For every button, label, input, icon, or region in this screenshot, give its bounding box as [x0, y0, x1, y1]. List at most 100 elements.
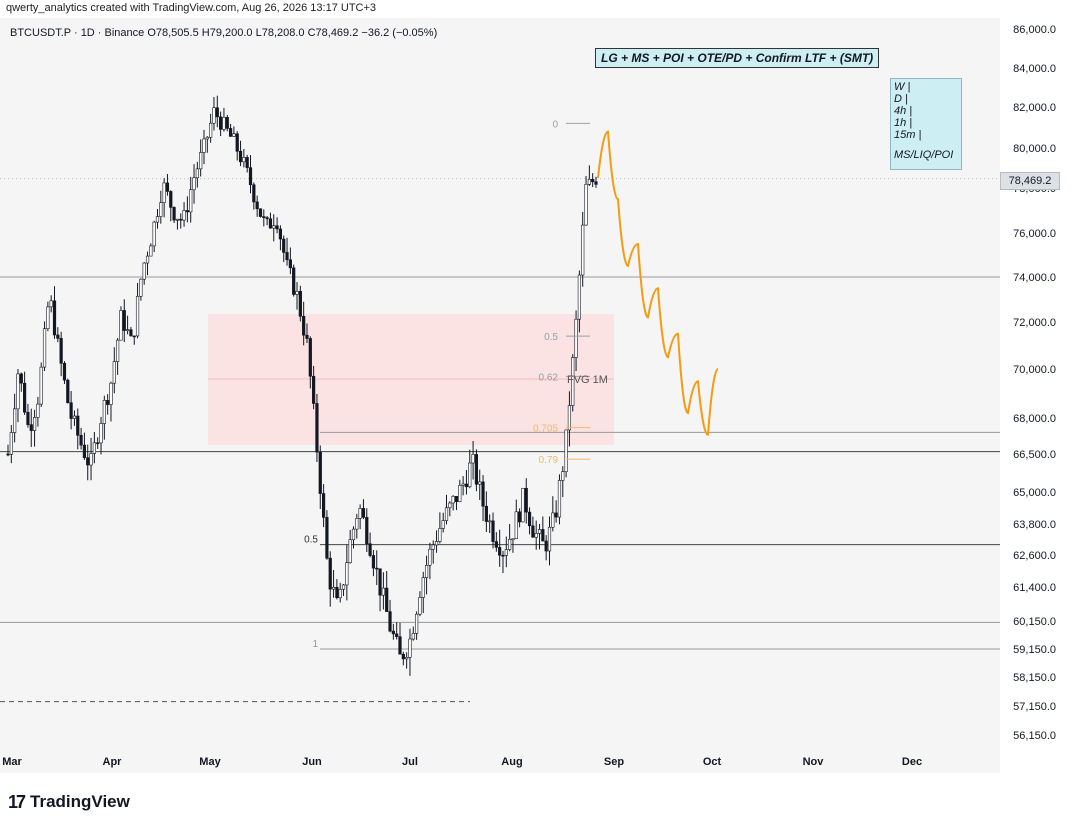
- x-tick-label: Apr: [103, 756, 123, 768]
- candle-body: [517, 511, 522, 523]
- candle-body: [46, 306, 50, 329]
- candle-body: [76, 415, 80, 436]
- candle-body: [235, 133, 239, 152]
- candle-body: [195, 168, 199, 179]
- candle-body: [182, 210, 186, 221]
- candle-body: [232, 133, 236, 137]
- candle-body: [395, 633, 399, 637]
- candle-body: [484, 505, 488, 522]
- candle-body: [238, 150, 243, 163]
- candle-body: [361, 508, 366, 518]
- candle-body: [415, 613, 419, 634]
- candle-body: [348, 539, 352, 563]
- candle-body: [312, 375, 316, 404]
- candle-body: [132, 335, 136, 338]
- candle-body: [527, 511, 532, 527]
- candle-body: [345, 562, 349, 586]
- candle-body: [531, 525, 535, 538]
- candle-body: [461, 483, 465, 486]
- y-tick-label: 65,000.0: [1013, 487, 1056, 499]
- candle-body: [159, 202, 163, 217]
- header-caption: qwerty_analytics created with TradingVie…: [6, 2, 377, 14]
- candle-body: [102, 400, 106, 424]
- candle-body: [541, 529, 545, 542]
- candle-body: [215, 107, 219, 118]
- candle-body: [358, 508, 362, 519]
- x-tick-label: Jun: [302, 756, 322, 768]
- tradingview-logo[interactable]: 17 TradingView: [8, 790, 130, 814]
- candle-body: [275, 225, 279, 230]
- y-tick-label: 74,000.0: [1013, 272, 1056, 284]
- candle-body: [245, 157, 249, 168]
- candle-body: [331, 586, 336, 590]
- candle-body: [66, 379, 70, 404]
- tf-1h: 1h |: [894, 117, 913, 129]
- candle-body: [39, 366, 43, 405]
- candle-body: [205, 136, 209, 140]
- candle-body: [189, 189, 193, 213]
- candle-body: [478, 481, 482, 485]
- fib-level-label: 0.79: [539, 455, 559, 466]
- candle-body: [451, 496, 455, 504]
- candle-body: [265, 217, 269, 220]
- x-tick-label: Nov: [803, 756, 825, 768]
- fib-layer: 0 0.5 0.62 0.705 0.79 0.5 1: [304, 119, 590, 650]
- strategy-title-box: LG + MS + POI + OTE/PD + Confirm LTF + (…: [595, 48, 880, 68]
- candle-body: [49, 300, 53, 308]
- candle-body: [308, 338, 312, 377]
- candle-body: [441, 520, 445, 529]
- candle-body: [165, 182, 170, 192]
- x-tick-label: Mar: [2, 756, 22, 768]
- candle-body: [514, 511, 518, 540]
- candle-body: [282, 238, 286, 253]
- y-tick-label: 66,500.0: [1013, 449, 1056, 461]
- candle-body: [328, 557, 332, 590]
- candle-body: [315, 403, 319, 453]
- candle-body: [212, 107, 216, 124]
- fib-level-label: 0: [552, 119, 558, 130]
- candle-body: [388, 611, 392, 632]
- candle-body: [142, 262, 146, 280]
- price-chart[interactable]: 0 0.5 0.62 0.705 0.79 0.5 1 86,000.0 84,000.0 82…: [0, 18, 1072, 776]
- tf-weekly: W |: [894, 81, 911, 93]
- candle-body: [365, 517, 369, 545]
- candle-body: [591, 178, 595, 183]
- candle-body: [501, 554, 505, 557]
- x-axis: Mar Apr May Jun Jul Aug Sep Oct Nov Dec: [2, 756, 922, 768]
- candle-body: [29, 424, 33, 431]
- tf-daily: D |: [894, 93, 908, 105]
- candle-body: [508, 538, 512, 550]
- candle-body: [434, 541, 439, 546]
- candle-body: [19, 373, 23, 384]
- y-tick-label: 84,000.0: [1013, 63, 1056, 75]
- x-tick-label: May: [199, 756, 221, 768]
- candle-body: [79, 434, 83, 446]
- tradingview-logo-text: TradingView: [30, 792, 130, 811]
- candle-body: [96, 442, 100, 445]
- candle-body: [338, 588, 342, 599]
- candle-body: [92, 442, 96, 454]
- candle-body: [112, 361, 116, 384]
- x-tick-label: Sep: [604, 756, 624, 768]
- fib-level-label: 0.5: [544, 332, 558, 343]
- chart-area[interactable]: 0 0.5 0.62 0.705 0.79 0.5 1 86,000.0 84,000.0 82…: [0, 18, 1072, 776]
- candle-body: [398, 636, 402, 655]
- candle-body: [258, 208, 263, 217]
- candle-body: [321, 493, 326, 518]
- candle-body: [72, 415, 77, 419]
- candle-body: [6, 453, 10, 456]
- candle-body: [139, 278, 143, 297]
- candle-body: [179, 218, 183, 221]
- candle-body: [9, 432, 13, 455]
- candle-body: [318, 451, 322, 494]
- candle-body: [129, 329, 133, 337]
- candle-body: [458, 485, 462, 502]
- candle-body: [225, 117, 229, 129]
- candle-body: [577, 274, 581, 320]
- candle-body: [162, 182, 166, 203]
- candle-body: [454, 496, 459, 502]
- y-tick-label: 61,400.0: [1013, 582, 1056, 594]
- timeframe-box: W | D | 4h | 1h | 15m | MS/LIQ/POI: [890, 78, 962, 170]
- candle-body: [209, 122, 213, 138]
- levels-layer: [0, 178, 1000, 703]
